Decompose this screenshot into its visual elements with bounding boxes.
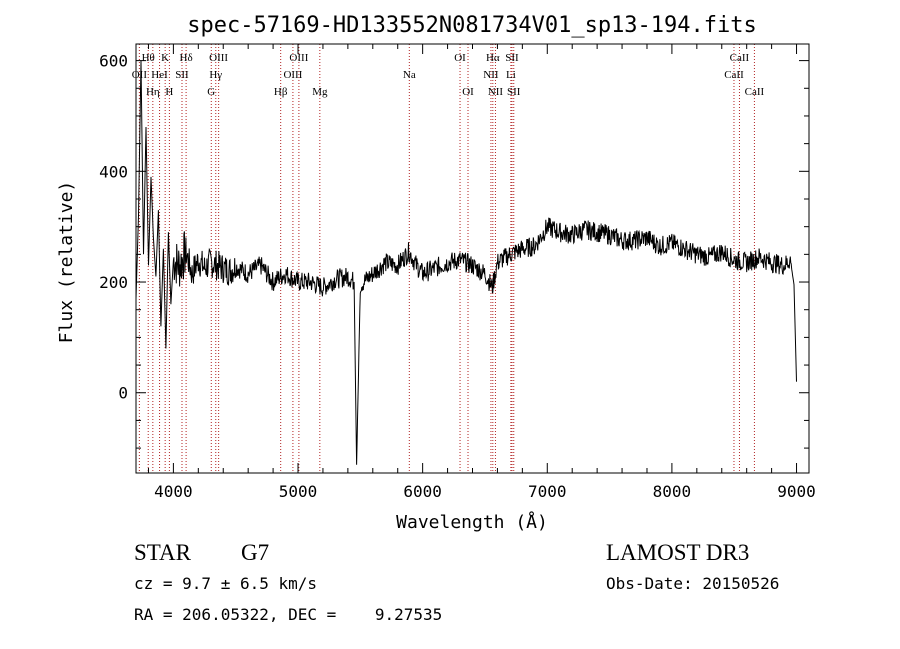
marker-label: Hβ — [274, 86, 288, 98]
x-tick-label: 6000 — [403, 482, 442, 501]
y-tick-label: 200 — [99, 273, 128, 292]
marker-label: NII — [483, 69, 499, 81]
marker-label: SII — [175, 69, 189, 81]
marker-label: H — [165, 86, 173, 98]
x-tick-label: 5000 — [279, 482, 318, 501]
object-subclass: G7 — [241, 540, 269, 565]
y-tick-label: 600 — [99, 52, 128, 71]
y-tick-label: 400 — [99, 162, 128, 181]
x-tick-label: 4000 — [154, 482, 193, 501]
marker-label: OI — [454, 52, 466, 64]
marker-label: HeI — [151, 69, 168, 81]
marker-label: Li — [506, 69, 516, 81]
marker-label: CaII — [730, 52, 750, 64]
marker-label: Hη — [146, 86, 160, 98]
marker-label: Hγ — [209, 69, 222, 81]
marker-label: Hα — [486, 52, 500, 64]
marker-label: OIII — [289, 52, 308, 64]
marker-label: Na — [403, 69, 416, 81]
x-tick-label: 7000 — [528, 482, 567, 501]
chart-title: spec-57169-HD133552N081734V01_sp13-194.f… — [187, 13, 757, 38]
y-tick-label: 0 — [118, 384, 128, 403]
marker-label: G — [207, 86, 215, 98]
survey-name: LAMOST DR3 — [606, 540, 749, 565]
marker-label: Mg — [312, 86, 328, 98]
marker-label: OI — [462, 86, 474, 98]
marker-labels: OIIHθHηHeIKHSIIHδGHγOIIIHβOIIIOIIIMgNaOI… — [132, 52, 765, 98]
x-axis-ticks: 4000 5000 6000 7000 8000 9000 — [147, 44, 816, 501]
marker-label: OII — [132, 69, 148, 81]
marker-label: K — [161, 52, 169, 64]
x-tick-label: 9000 — [777, 482, 816, 501]
marker-lines — [138, 44, 755, 473]
marker-label: OIII — [209, 52, 228, 64]
marker-label: CaII — [724, 69, 744, 81]
marker-label: OIII — [283, 69, 302, 81]
x-tick-label: 8000 — [653, 482, 692, 501]
object-class: STAR — [134, 540, 192, 565]
y-axis-ticks: 0 200 400 600 — [99, 52, 809, 449]
marker-label: SII — [505, 52, 519, 64]
marker-label: SII — [507, 86, 521, 98]
marker-label: NII — [488, 86, 504, 98]
redshift-cz: cz = 9.7 ± 6.5 km/s — [134, 574, 317, 593]
marker-label: Hδ — [180, 52, 193, 64]
ra-dec-coords: RA = 206.05322, DEC = 9.27535 — [134, 605, 442, 624]
flux-series-line — [135, 60, 797, 465]
marker-label: Hθ — [142, 52, 155, 64]
y-axis-label: Flux (relative) — [56, 181, 77, 344]
marker-label: CaII — [745, 86, 765, 98]
x-axis-label: Wavelength (Å) — [396, 511, 548, 533]
obs-date: Obs-Date: 20150526 — [606, 574, 779, 593]
